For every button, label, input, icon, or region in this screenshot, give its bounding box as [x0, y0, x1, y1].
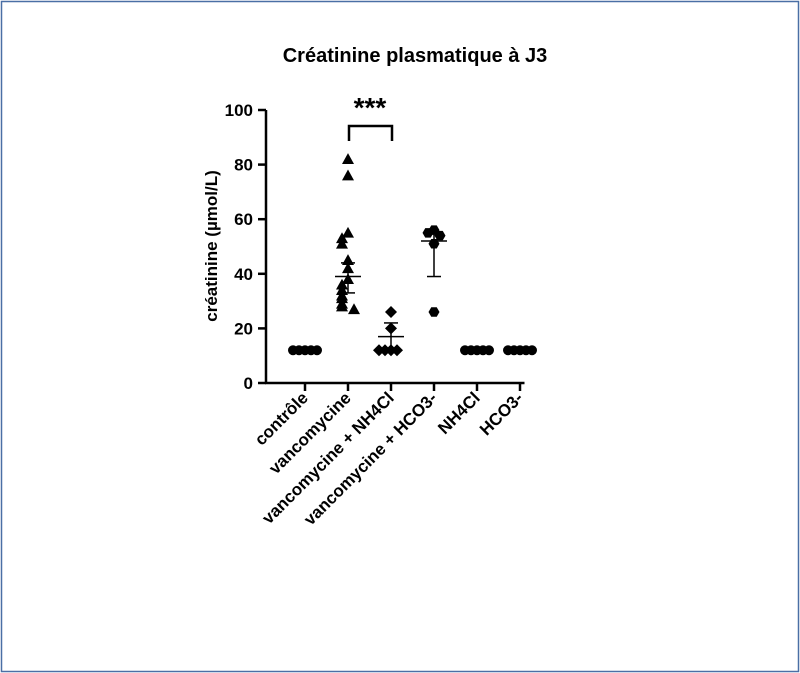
- y-axis-label: créatinine (µmol/L): [202, 170, 221, 321]
- chart-title: Créatinine plasmatique à J3: [283, 45, 548, 67]
- data-point: [336, 292, 348, 304]
- data-point: [336, 237, 348, 249]
- data-point: [336, 300, 348, 312]
- y-tick-label: 20: [234, 319, 253, 338]
- data-point: [428, 307, 440, 317]
- data-point: [342, 226, 354, 238]
- data-point: [336, 232, 348, 244]
- y-tick-label: 60: [234, 210, 253, 229]
- data-point: [336, 278, 348, 290]
- significance-label: ***: [354, 92, 387, 123]
- y-tick-label: 0: [244, 374, 253, 393]
- data-point: [342, 153, 354, 164]
- data-point: [348, 303, 360, 315]
- significance-bracket: [347, 124, 394, 141]
- y-tick-label: 100: [225, 101, 253, 120]
- data-point: [385, 306, 397, 319]
- y-tick-label: 40: [234, 265, 253, 284]
- data-point: [373, 344, 385, 357]
- data-point: [342, 169, 354, 181]
- y-tick-label: 80: [234, 156, 253, 175]
